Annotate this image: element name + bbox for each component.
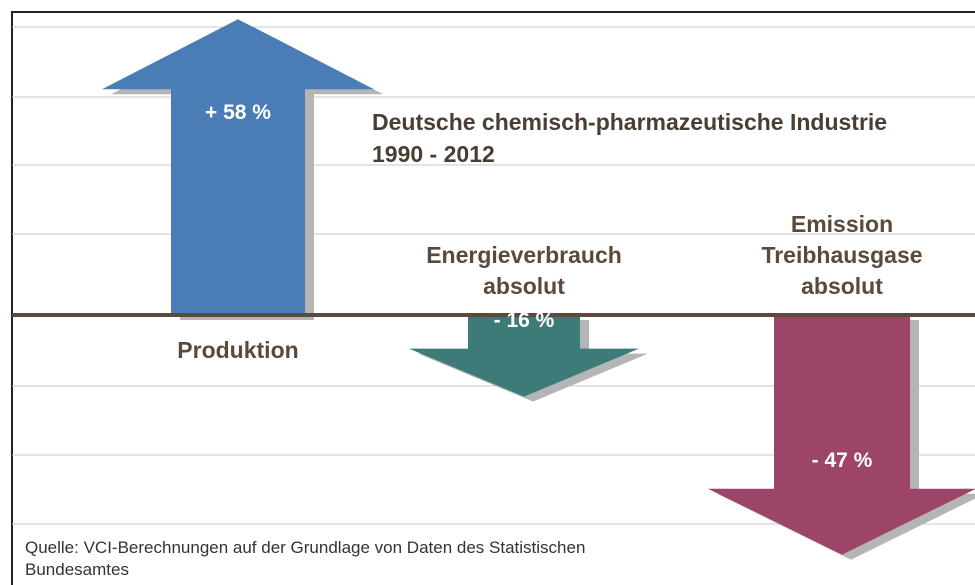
chart-subtitle: 1990 - 2012 [372,141,495,167]
value-label: + 58 % [205,101,271,125]
value-label: - 47 % [811,448,873,472]
category-label: Emission Treibhausgase absolut [761,211,923,299]
source: Quelle: VCI-Berechnungen auf der Grundla… [25,538,586,579]
chart-title: Deutsche chemisch-pharmazeutische Indust… [372,109,888,135]
category-label: Energieverbrauch absolut [426,242,622,299]
value-label: - 16 % [493,308,555,332]
arrow [708,315,975,555]
arrow [102,19,374,315]
frame [11,11,975,585]
category-label: Produktion [177,337,299,363]
arrow [409,315,639,397]
title-block: Deutsche chemisch-pharmazeutische Indust… [372,106,887,170]
